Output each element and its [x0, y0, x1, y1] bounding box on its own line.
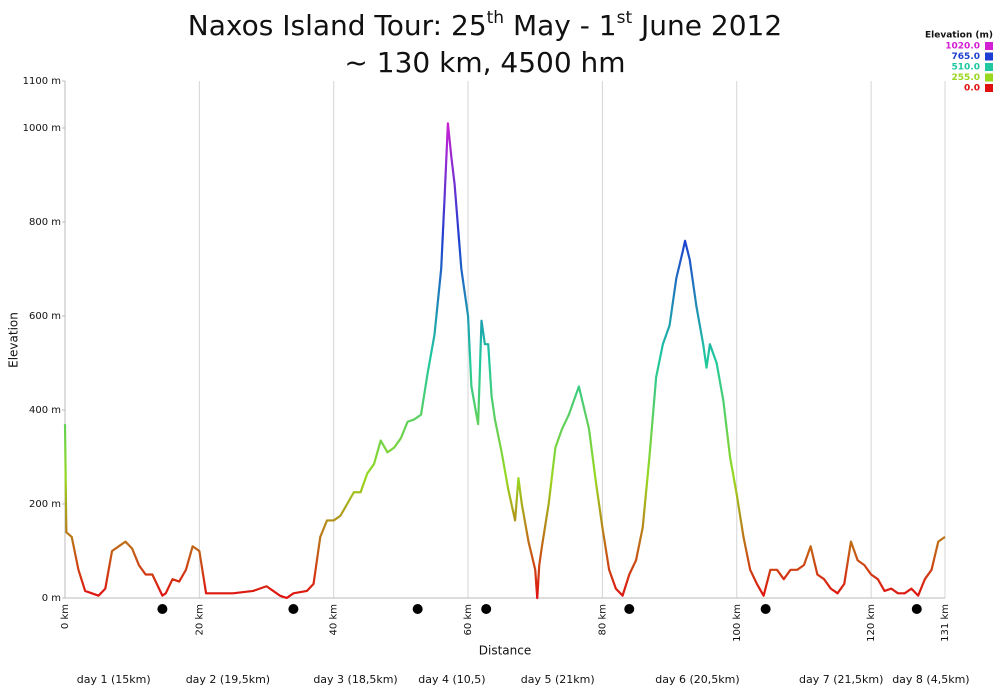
x-tick-label: 0 km: [60, 604, 71, 629]
stage-end-dot: [911, 604, 922, 614]
title-part: June 2012: [632, 9, 782, 42]
day-label: day 1 (15km): [77, 673, 151, 686]
x-tick-label: 40 km: [329, 604, 340, 635]
x-tick-label: 100 km: [732, 604, 743, 642]
day-label: day 4 (10,5): [418, 673, 485, 686]
day-label: day 7 (21,5km): [799, 673, 883, 686]
legend-swatch: [985, 73, 993, 82]
stage-end-dot: [624, 604, 635, 614]
day-label: day 2 (19,5km): [186, 673, 270, 686]
day-label: day 6 (20,5km): [655, 673, 739, 686]
title-sup: th: [487, 8, 504, 28]
legend-swatch: [985, 52, 993, 61]
legend-swatch: [985, 63, 993, 71]
stage-end-dot: [481, 604, 492, 614]
x-tick-label: 20 km: [194, 604, 205, 635]
y-tick-label: 1000 m: [23, 123, 61, 134]
x-tick-label: 80 km: [597, 604, 608, 635]
legend-title: Elevation (m): [925, 31, 993, 41]
y-tick-label: 800 m: [29, 217, 61, 228]
legend-swatch: [985, 42, 993, 50]
y-axis-label: Elevation: [7, 312, 21, 368]
title-part: Naxos Island Tour: 25: [188, 9, 487, 42]
legend-label: 510.0: [952, 63, 980, 73]
stage-end-dot: [760, 604, 771, 614]
y-tick-label: 400 m: [29, 405, 61, 416]
legend-label: 765.0: [952, 52, 980, 62]
x-axis-label: Distance: [479, 644, 531, 658]
x-tick-label: 131 km: [940, 604, 951, 642]
legend-swatch: [985, 84, 993, 92]
stage-end-dot: [412, 604, 423, 614]
day-label: day 8 (4,5km): [892, 673, 969, 686]
y-tick-label: 200 m: [29, 499, 61, 510]
title-sup: st: [617, 8, 633, 28]
y-tick-label: 1100 m: [23, 76, 61, 87]
legend-label: 255.0: [952, 73, 980, 83]
legend-label: 1020.0: [945, 42, 980, 52]
y-tick-label: 0 m: [42, 593, 61, 604]
day-label: day 5 (21km): [521, 673, 595, 686]
day-label: day 3 (18,5km): [313, 673, 397, 686]
y-tick-label: 600 m: [29, 311, 61, 322]
chart-subtitle: ~ 130 km, 4500 hm: [344, 46, 625, 79]
chart-title: Naxos Island Tour: 25th May - 1st June 2…: [188, 8, 782, 42]
x-tick-label: 120 km: [866, 604, 877, 642]
elevation-line: [63, 122, 946, 600]
stage-end-dot: [157, 604, 168, 614]
title-part: May - 1: [504, 9, 617, 42]
stage-end-dot: [288, 604, 299, 614]
x-tick-label: 60 km: [463, 604, 474, 635]
legend-label: 0.0: [964, 84, 980, 94]
